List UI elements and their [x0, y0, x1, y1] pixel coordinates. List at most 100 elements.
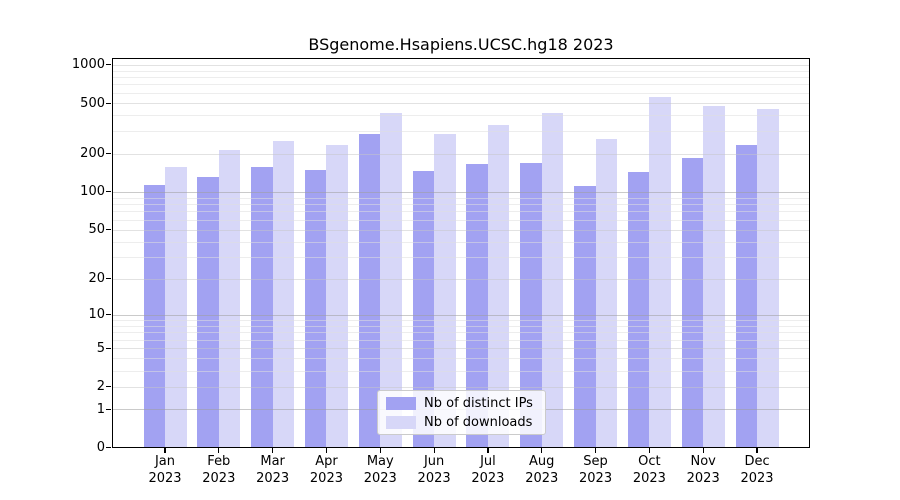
- x-axis-tick: [433, 447, 435, 453]
- x-axis-tick: [164, 447, 166, 453]
- x-tick-label-line: May: [366, 454, 394, 469]
- gridline: [112, 358, 810, 360]
- y-axis-tick: [106, 102, 111, 104]
- x-tick-label-line: 2023: [632, 470, 666, 486]
- x-tick-label-line: Jan: [154, 454, 176, 469]
- y-axis-tick: [106, 386, 111, 388]
- bar-apr-downloads: [326, 145, 348, 448]
- y-tick-label: 1: [96, 401, 105, 417]
- x-tick-label-line: Jul: [480, 454, 496, 469]
- x-axis-tick: [541, 447, 543, 453]
- x-tick-label-line: 2023: [579, 470, 613, 486]
- x-tick-label-line: 2023: [256, 470, 290, 486]
- bar-jul-distinct-ips: [466, 163, 488, 448]
- bar-nov-downloads: [703, 105, 725, 448]
- x-tick-label-line: Apr: [315, 454, 338, 469]
- x-axis-tick: [325, 447, 328, 453]
- x-tick-label-line: Nov: [690, 454, 716, 469]
- x-tick-label-line: Sep: [583, 454, 608, 469]
- gridline: [112, 278, 810, 280]
- legend-label-downloads: Nb of downloads: [424, 414, 533, 430]
- x-axis-tick: [487, 447, 489, 453]
- gridline: [112, 93, 810, 94]
- y-tick-label: 20: [88, 271, 105, 287]
- x-axis-tick: [702, 447, 704, 453]
- bar-sep-downloads: [595, 139, 618, 448]
- gridline: [112, 131, 810, 133]
- gridline: [112, 370, 810, 372]
- x-tick-label: Apr 2023: [298, 454, 354, 487]
- y-tick-label: 10: [88, 307, 105, 323]
- legend-swatch-downloads-icon: [386, 415, 416, 429]
- x-axis-tick: [218, 447, 220, 453]
- gridline: [112, 77, 810, 79]
- bar-oct-distinct-ips: [627, 172, 650, 448]
- x-tick-label: Nov 2023: [675, 454, 731, 487]
- y-axis-tick: [106, 278, 111, 280]
- y-tick-label: 500: [80, 95, 105, 111]
- x-axis-tick: [594, 447, 597, 453]
- y-axis-tick: [106, 347, 111, 349]
- legend-label-distinct-ips: Nb of distinct IPs: [424, 395, 533, 411]
- gridline: [112, 348, 810, 350]
- y-tick-label: 2: [96, 379, 105, 395]
- bar-oct-downloads: [649, 97, 671, 448]
- y-tick-label: 0: [96, 440, 105, 456]
- x-tick-label-line: Dec: [744, 454, 770, 469]
- y-axis-tick: [106, 191, 111, 193]
- gridline: [112, 211, 810, 213]
- x-tick-label: Jul 2023: [460, 454, 516, 487]
- gridline: [112, 257, 810, 259]
- y-tick-label: 50: [88, 222, 105, 238]
- x-tick-label-line: Jun: [423, 454, 445, 469]
- gridline: [112, 320, 810, 321]
- x-tick-label-line: 2023: [471, 470, 505, 486]
- x-tick-label: Dec 2023: [729, 454, 785, 487]
- y-tick-label: 100: [80, 184, 105, 200]
- legend: Nb of distinct IPs Nb of downloads: [377, 390, 546, 435]
- bar-aug-downloads: [541, 112, 564, 448]
- y-axis-tick: [106, 408, 111, 410]
- x-tick-label-line: 2023: [417, 470, 451, 486]
- gridline: [112, 197, 810, 199]
- y-tick-label: 1000: [71, 57, 105, 73]
- bar-mar-downloads: [272, 140, 295, 448]
- gridline: [112, 191, 810, 193]
- x-tick-label-line: 2023: [363, 470, 397, 486]
- x-tick-label-line: Feb: [207, 454, 231, 469]
- gridline: [112, 386, 810, 388]
- gridline: [112, 219, 810, 221]
- gridline: [112, 314, 810, 316]
- x-axis-tick: [272, 447, 274, 453]
- bar-jan-downloads: [165, 166, 187, 448]
- bar-jan-distinct-ips: [143, 185, 165, 448]
- y-axis-tick: [106, 314, 111, 316]
- gridline: [112, 103, 810, 105]
- gridline: [112, 153, 810, 155]
- x-tick-label: Feb 2023: [191, 454, 247, 487]
- bar-feb-downloads: [218, 150, 241, 448]
- bar-jun-downloads: [434, 134, 456, 448]
- x-tick-label-line: Aug: [529, 454, 555, 469]
- x-tick-label: Sep 2023: [568, 454, 624, 487]
- plot-area: [112, 58, 810, 448]
- legend-item-downloads: Nb of downloads: [386, 415, 537, 430]
- bar-feb-distinct-ips: [197, 177, 219, 448]
- x-axis-tick: [379, 447, 381, 453]
- y-axis-tick: [106, 64, 111, 66]
- chart-title: BSgenome.Hsapiens.UCSC.hg18 2023: [308, 35, 614, 54]
- gridline: [112, 70, 810, 72]
- x-tick-label: Jun 2023: [406, 454, 462, 487]
- x-tick-label-line: 2023: [202, 470, 236, 486]
- bar-mar-distinct-ips: [251, 166, 273, 448]
- bar-jun-distinct-ips: [412, 171, 435, 448]
- bar-apr-distinct-ips: [304, 170, 327, 448]
- y-tick-label: 5: [96, 340, 105, 356]
- x-tick-label: May 2023: [352, 454, 408, 487]
- bar-dec-downloads: [757, 108, 779, 448]
- gridline: [112, 84, 810, 86]
- bar-may-distinct-ips: [358, 134, 381, 448]
- bar-dec-distinct-ips: [735, 145, 758, 448]
- y-tick-label: 200: [80, 146, 105, 162]
